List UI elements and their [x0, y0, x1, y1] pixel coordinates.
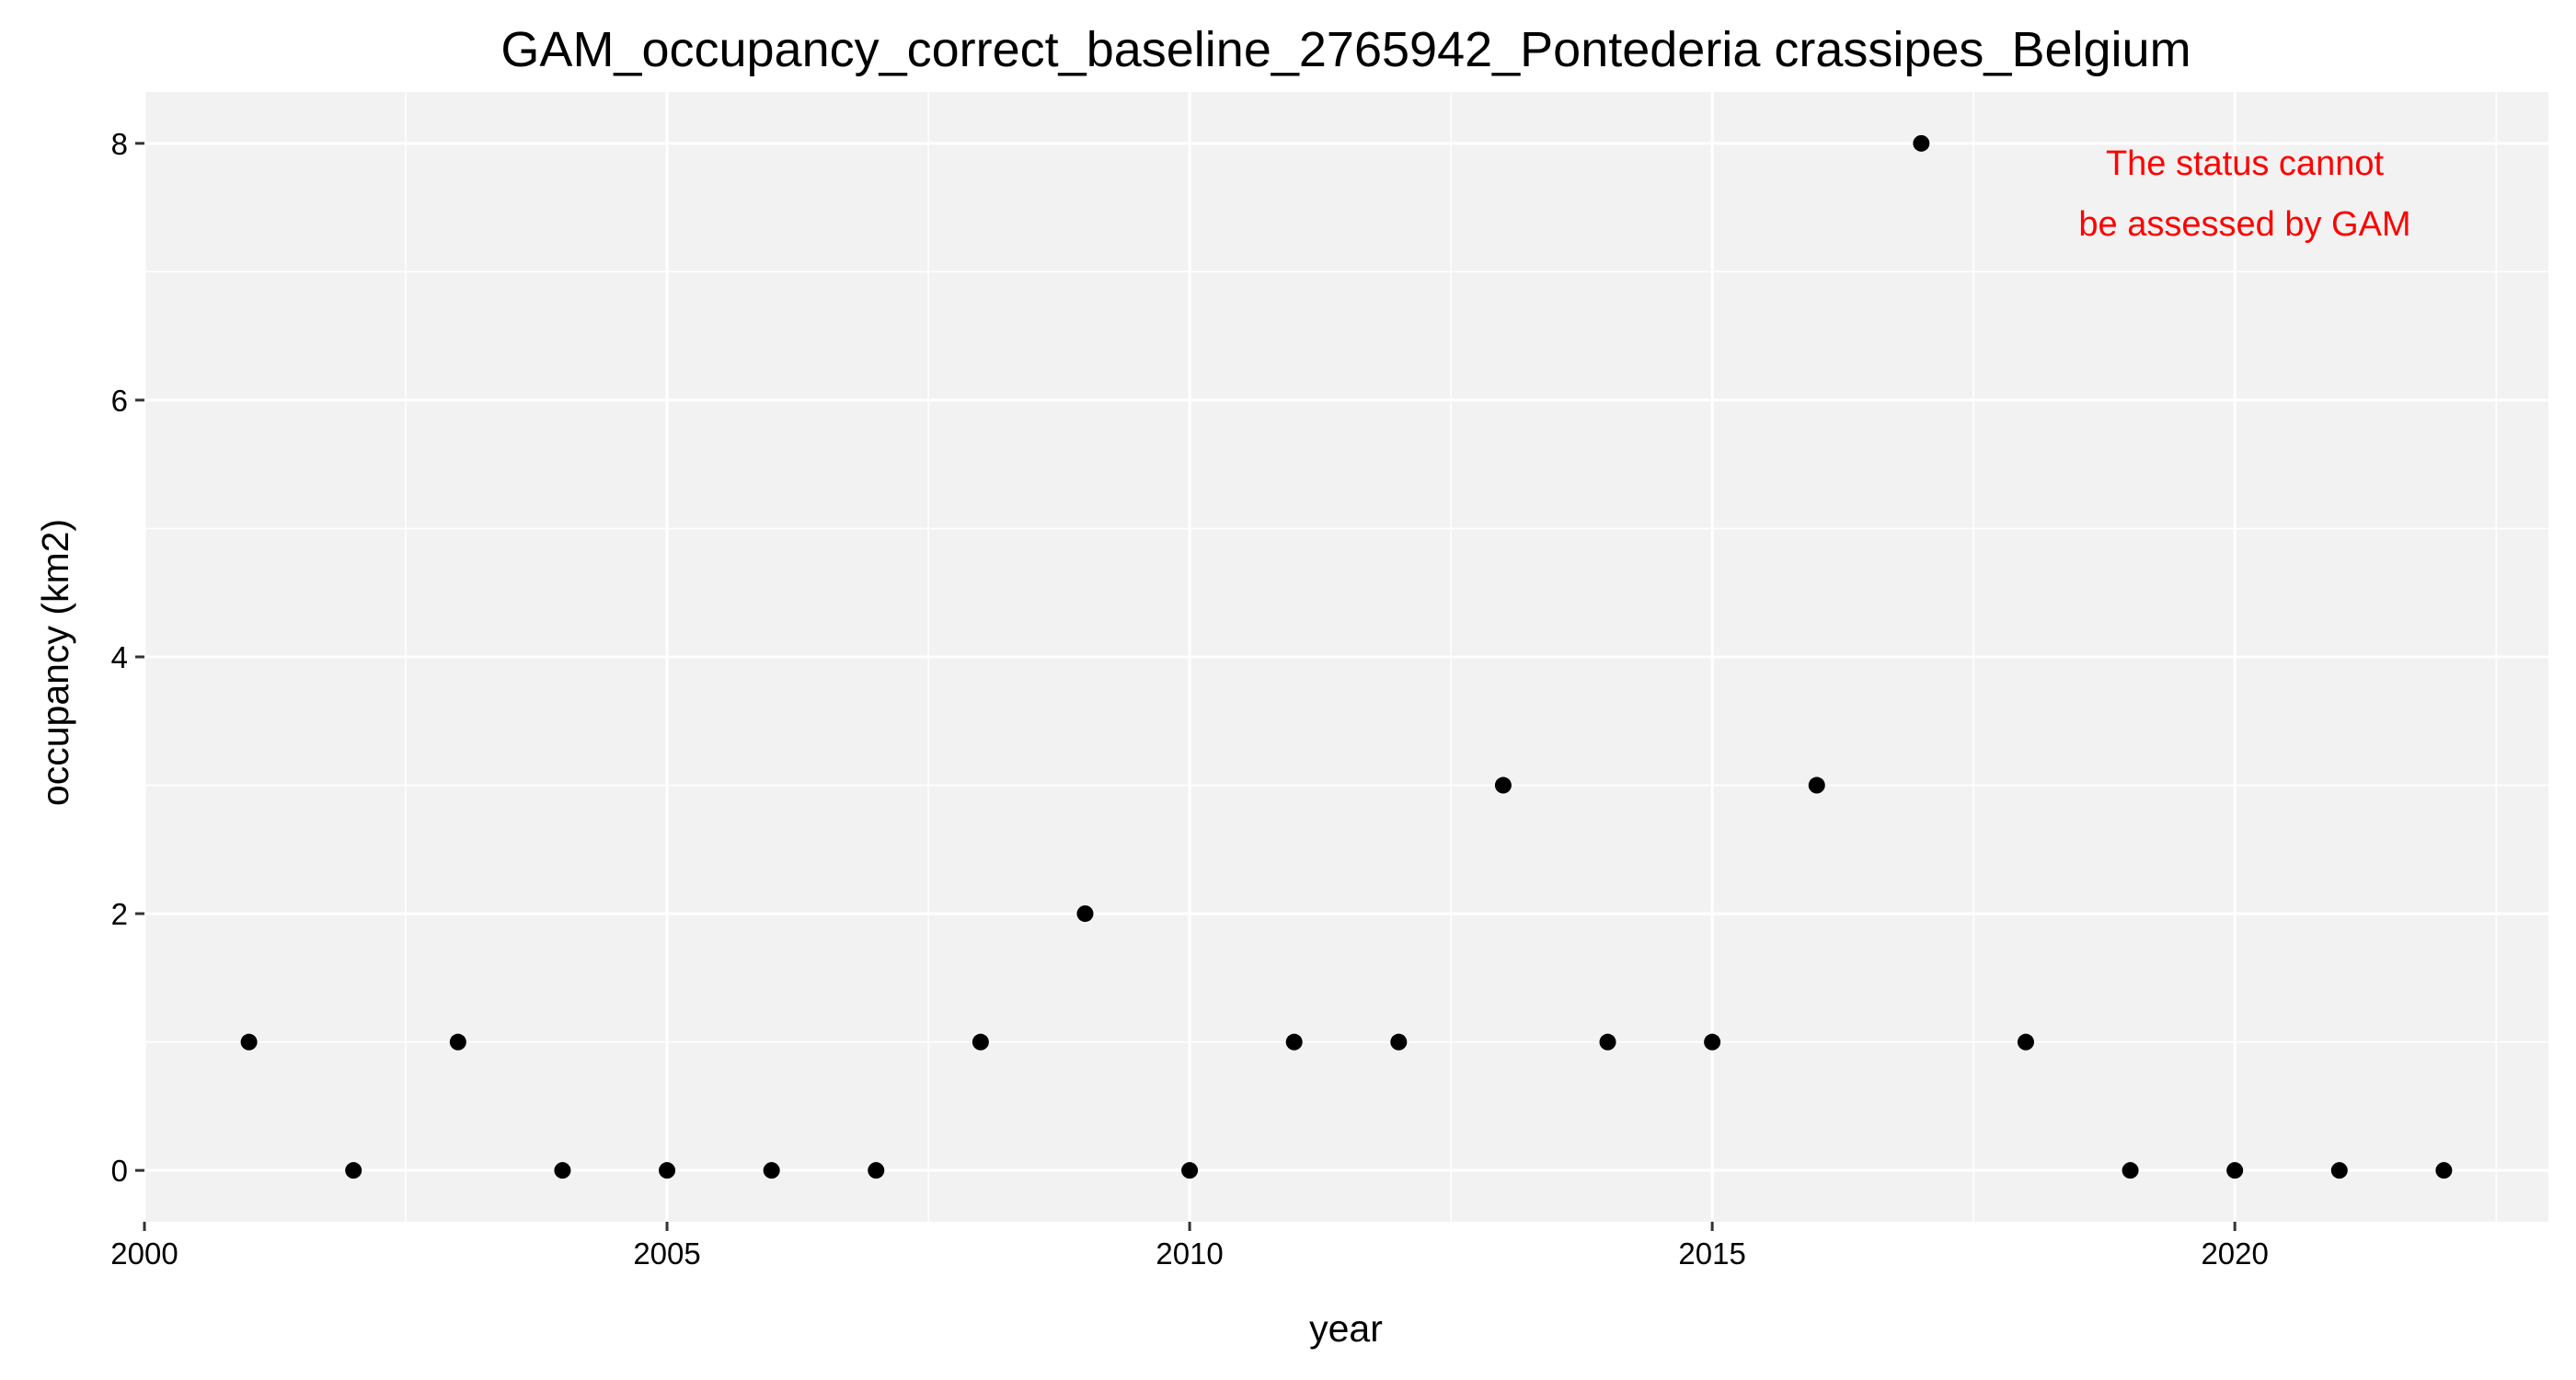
x-axis-title: year [1309, 1307, 1383, 1350]
data-point [972, 1033, 989, 1051]
y-tick-label: 0 [111, 1154, 128, 1188]
data-point [2017, 1033, 2034, 1051]
x-tick-label: 2005 [633, 1236, 700, 1271]
data-point [2330, 1162, 2348, 1179]
x-tick-label: 2015 [1678, 1236, 1745, 1271]
annotation-line-2: be assessed by GAM [2078, 205, 2410, 244]
data-points [240, 134, 2453, 1179]
data-point [345, 1162, 362, 1179]
y-axis-title: occupancy (km2) [34, 519, 76, 806]
chart-title: GAM_occupancy_correct_baseline_2765942_P… [500, 22, 2191, 77]
data-point [554, 1162, 571, 1179]
status-annotation: The status cannot be assessed by GAM [2078, 144, 2410, 244]
x-tick-label: 2010 [1156, 1236, 1223, 1271]
y-tick-label: 6 [111, 384, 128, 418]
data-point [1704, 1033, 1721, 1051]
data-point [2226, 1162, 2244, 1179]
data-point [240, 1033, 258, 1051]
data-point [1913, 134, 1930, 152]
annotation-line-1: The status cannot [2106, 144, 2385, 183]
data-point [868, 1162, 885, 1179]
x-tick-label: 2020 [2201, 1236, 2268, 1271]
data-point [1599, 1033, 1616, 1051]
data-point [1808, 776, 1825, 794]
y-tick-label: 4 [111, 640, 128, 674]
data-point [1076, 905, 1094, 923]
y-axis: 0 2 4 6 8 [111, 127, 144, 1188]
data-point [763, 1162, 780, 1179]
data-point [1494, 776, 1512, 794]
data-point [1285, 1033, 1303, 1051]
data-point [1390, 1033, 1408, 1051]
y-tick-label: 2 [111, 897, 128, 931]
x-axis: 2000 2005 2010 2015 2020 [110, 1222, 2269, 1271]
data-point [449, 1033, 466, 1051]
data-point [2435, 1162, 2453, 1179]
y-tick-label: 8 [111, 127, 128, 161]
data-point [2122, 1162, 2139, 1179]
data-point [659, 1162, 676, 1179]
x-tick-label: 2000 [110, 1236, 178, 1271]
data-point [1181, 1162, 1199, 1179]
